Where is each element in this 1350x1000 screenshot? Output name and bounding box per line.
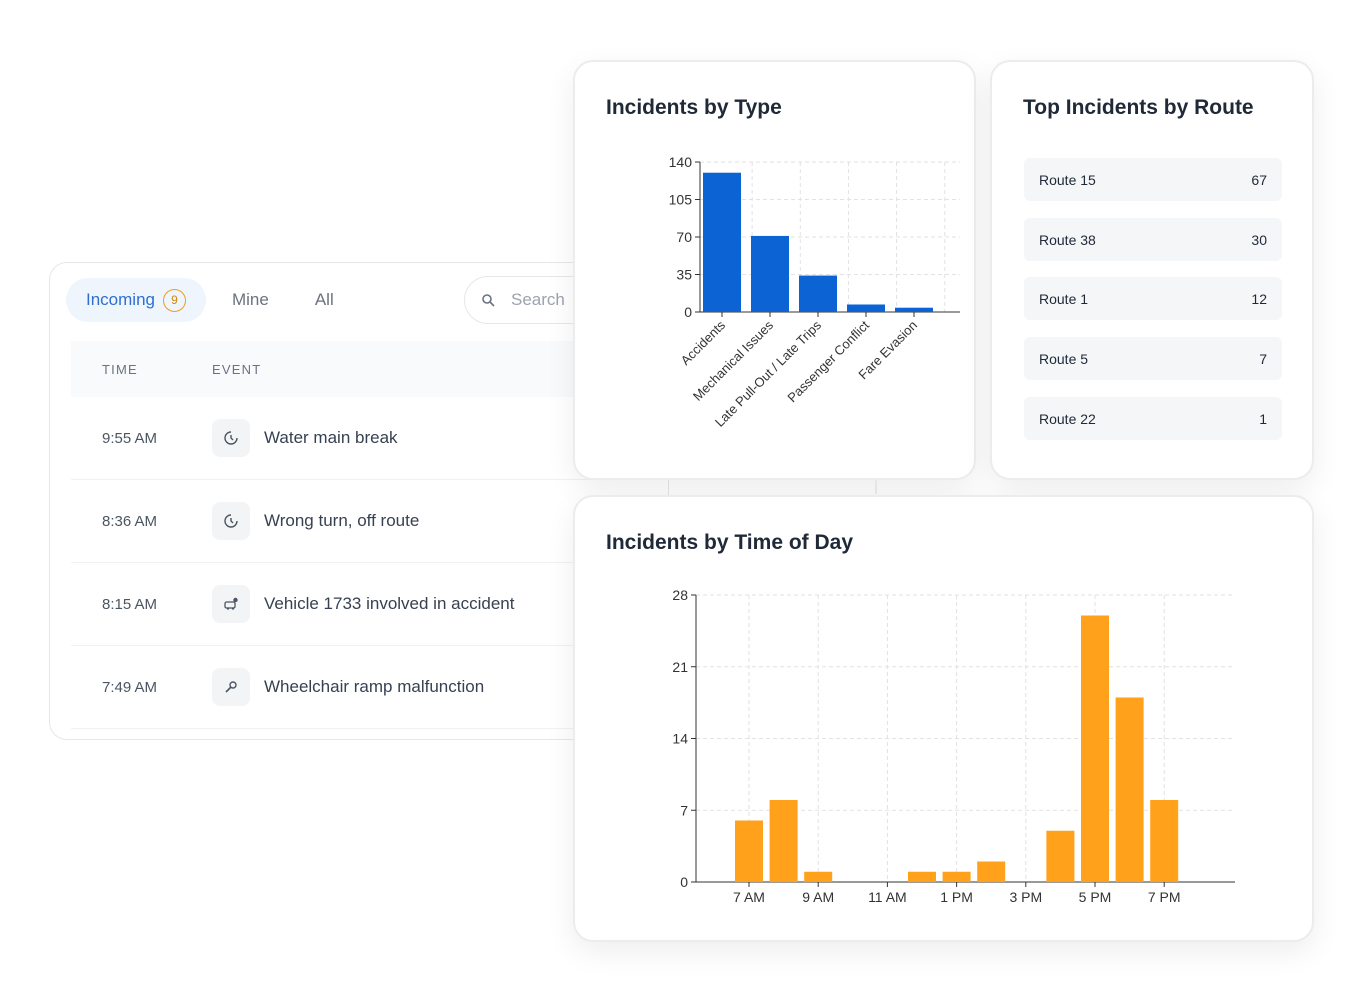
x-tick-label: 7 AM: [733, 889, 765, 905]
bar: [703, 172, 741, 312]
route-item[interactable]: Route 15 67: [1024, 158, 1282, 201]
bar: [977, 861, 1006, 882]
wrench-icon: [212, 668, 250, 706]
route-item[interactable]: Route 22 1: [1024, 397, 1282, 440]
tab-mine[interactable]: Mine: [212, 278, 289, 322]
search-placeholder: Search: [511, 290, 565, 309]
incidents-by-time-card: Incidents by Time of Day 0 7 14 21 28 7 AM 9 A…: [573, 495, 1314, 942]
route-count: 1: [1259, 410, 1267, 427]
incoming-count-badge: 9: [162, 288, 186, 312]
tab-all[interactable]: All: [295, 278, 354, 322]
bar: [751, 235, 789, 312]
bar: [942, 871, 971, 882]
bar: [1115, 697, 1144, 882]
route-name: Route 1: [1039, 290, 1089, 307]
route-name: Route 5: [1039, 350, 1089, 367]
route-name: Route 15: [1039, 171, 1096, 188]
row-event: Vehicle 1733 involved in accident: [264, 594, 515, 613]
route-incidents-card: Top Incidents by Route Route 15 67 Route…: [990, 60, 1314, 480]
divider: [875, 480, 877, 494]
y-tick-label: 35: [676, 267, 692, 283]
route-count: 67: [1251, 171, 1267, 188]
x-tick-label: 9 AM: [802, 889, 834, 905]
route-count: 12: [1251, 290, 1267, 307]
x-tick-label: 3 PM: [1009, 889, 1042, 905]
table-header: TIME EVENT: [71, 341, 668, 397]
type-chart-title: Incidents by Type: [606, 96, 782, 119]
table-row[interactable]: 7:49 AM Wheelchair ramp malfunction: [71, 646, 668, 729]
search-input[interactable]: Search: [464, 276, 668, 324]
y-tick-label: 7: [680, 802, 688, 818]
x-tick-label: Passenger Conflict: [784, 317, 872, 405]
clock-icon: [212, 502, 250, 540]
column-event: EVENT: [212, 361, 262, 377]
x-tick-label: 11 AM: [868, 889, 907, 905]
row-time: 8:36 AM: [102, 512, 158, 530]
tab-all-label: All: [314, 290, 334, 309]
y-tick-label: 105: [669, 192, 693, 208]
bar: [895, 307, 933, 312]
tab-incoming-label: Incoming: [86, 290, 155, 309]
bar: [1150, 800, 1179, 882]
search-icon: [482, 294, 495, 307]
route-card-title: Top Incidents by Route: [1023, 96, 1254, 119]
x-tick-label: 5 PM: [1079, 889, 1112, 905]
route-name: Route 38: [1039, 231, 1096, 248]
route-name: Route 22: [1039, 410, 1096, 427]
y-tick-label: 0: [680, 874, 688, 890]
column-time: TIME: [102, 361, 138, 377]
bar: [1046, 830, 1075, 882]
route-item[interactable]: Route 5 7: [1024, 337, 1282, 380]
table-row[interactable]: 8:36 AM Wrong turn, off route: [71, 480, 668, 563]
y-tick-label: 140: [669, 154, 693, 170]
tab-incoming[interactable]: Incoming 9: [66, 278, 206, 322]
time-chart-title: Incidents by Time of Day: [606, 531, 854, 554]
vehicle-accident-icon: [212, 585, 250, 623]
incident-list-panel: Incoming 9 Mine All Search TIME EVENT 9:…: [49, 262, 669, 740]
bar: [1081, 615, 1109, 882]
row-event: Wrong turn, off route: [264, 511, 420, 530]
table-row[interactable]: 9:55 AM Water main break: [71, 397, 668, 480]
row-time: 7:49 AM: [102, 678, 158, 696]
tab-bar: Incoming 9 Mine All: [66, 277, 360, 323]
x-tick-label: Accidents: [678, 317, 729, 368]
bar: [847, 304, 885, 312]
x-tick-label: Mechanical Issues: [690, 317, 777, 404]
y-tick-label: 21: [672, 659, 688, 675]
x-tick-label: 1 PM: [940, 889, 973, 905]
y-tick-label: 28: [672, 587, 688, 603]
bar: [769, 800, 798, 882]
y-tick-label: 70: [676, 229, 692, 245]
clock-icon: [212, 419, 250, 457]
row-event: Wheelchair ramp malfunction: [264, 677, 485, 696]
y-tick-label: 14: [672, 731, 688, 747]
time-bar-chart: 0 7 14 21 28 7 AM 9 AM 11 AM 1 PM 3 PM 5 PM 7 PM: [672, 587, 1235, 905]
tab-mine-label: Mine: [231, 290, 269, 309]
bar: [804, 871, 833, 882]
row-time: 9:55 AM: [102, 429, 158, 447]
route-count: 7: [1259, 350, 1267, 367]
row-event: Water main break: [264, 428, 398, 447]
bar: [908, 871, 936, 882]
bar: [799, 275, 837, 312]
route-item[interactable]: Route 38 30: [1024, 218, 1282, 261]
y-tick-label: 0: [684, 304, 692, 320]
route-item[interactable]: Route 1 12: [1024, 277, 1282, 320]
bar: [735, 820, 763, 882]
x-tick-label: 7 PM: [1148, 889, 1181, 905]
route-count: 30: [1251, 231, 1267, 248]
incidents-by-type-card: Incidents by Type 0 35 70 105 140 Accidents Me…: [573, 60, 976, 480]
row-time: 8:15 AM: [102, 595, 158, 613]
table-row[interactable]: 8:15 AM Vehicle 1733 involved in acciden…: [71, 563, 668, 646]
